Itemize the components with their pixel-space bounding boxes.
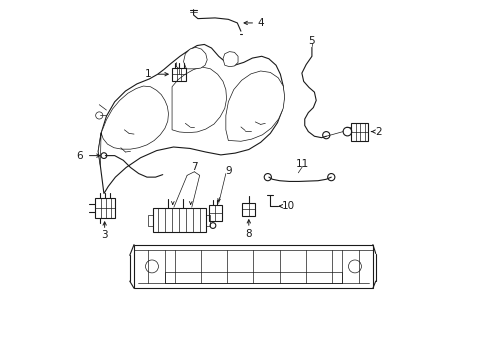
Text: 3: 3 (101, 230, 108, 240)
Text: 7: 7 (191, 162, 197, 172)
Polygon shape (172, 67, 226, 133)
Text: 2: 2 (375, 127, 381, 136)
Text: 8: 8 (245, 229, 252, 239)
Polygon shape (98, 86, 168, 166)
Polygon shape (183, 47, 207, 69)
Polygon shape (223, 51, 238, 67)
Polygon shape (225, 71, 284, 141)
Text: 1: 1 (144, 69, 151, 79)
Text: 10: 10 (282, 201, 295, 211)
Polygon shape (98, 44, 284, 194)
Text: 6: 6 (76, 150, 82, 161)
Text: 11: 11 (295, 159, 308, 169)
Text: 4: 4 (257, 18, 263, 28)
Text: 5: 5 (308, 36, 315, 46)
Text: 9: 9 (225, 166, 232, 176)
